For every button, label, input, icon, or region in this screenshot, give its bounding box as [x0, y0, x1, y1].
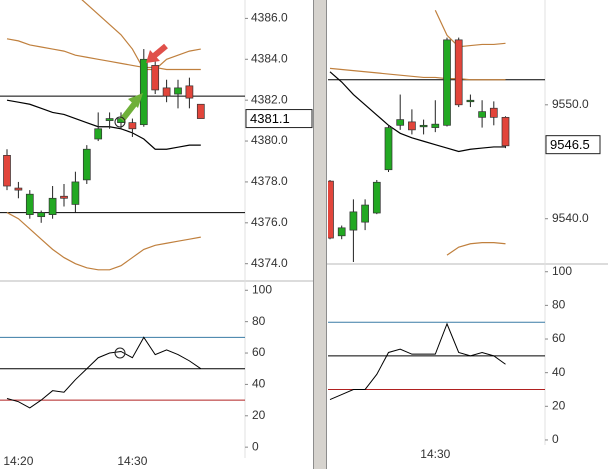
- candle-body: [466, 99, 475, 103]
- middle-band: [6, 99, 201, 150]
- candle-body: [139, 58, 148, 126]
- last-price-box: [245, 109, 313, 129]
- lower-band: [6, 212, 201, 271]
- candle-body: [384, 127, 393, 171]
- y-tick-label: 4382.0: [251, 92, 288, 106]
- y-tick-label: 4384.0: [251, 51, 288, 65]
- y-tick-label: 80: [252, 314, 266, 328]
- y-tick-label: 9550.0: [552, 97, 589, 111]
- candle-body: [82, 148, 91, 181]
- upper-band: [81, 0, 201, 71]
- y-tick-label: 20: [252, 408, 266, 422]
- last-price-box: [545, 135, 601, 155]
- y-tick-label: 60: [552, 331, 566, 345]
- y-tick-label: 4380.0: [251, 133, 288, 147]
- average-line: [6, 38, 201, 71]
- candle-body: [431, 123, 440, 128]
- y-tick-label: 80: [552, 298, 566, 312]
- candle-body: [478, 111, 486, 118]
- x-tick-label: 14:30: [117, 454, 147, 468]
- plot-area: [0, 336, 245, 409]
- candle-body: [25, 193, 34, 215]
- candle-body: [372, 181, 381, 214]
- candle-body: [396, 119, 405, 126]
- candle-body: [337, 227, 346, 237]
- candle-body: [128, 122, 137, 130]
- candle-body: [361, 204, 369, 223]
- upper-band: [434, 9, 506, 48]
- last-price-label: 4381.1: [250, 111, 290, 126]
- y-tick-label: 4386.0: [251, 11, 288, 25]
- plot-area: [328, 321, 545, 401]
- plot-area: [328, 9, 545, 262]
- average-line: [329, 67, 506, 81]
- signal-marker: [114, 347, 126, 359]
- oscillator-line: [329, 322, 506, 401]
- candle-body: [408, 121, 416, 131]
- y-tick-label: 4374.0: [251, 256, 288, 270]
- candle-body: [489, 107, 498, 118]
- candle-body: [174, 87, 182, 95]
- candle-body: [454, 39, 463, 106]
- y-tick-label: 4378.0: [251, 174, 288, 188]
- lower-band: [446, 242, 506, 256]
- y-tick-label: 40: [252, 377, 266, 391]
- candle-body: [94, 128, 103, 140]
- plot-area: [0, 0, 245, 271]
- y-tick-label: 0: [552, 432, 559, 446]
- candle-body: [71, 181, 80, 205]
- signal-marker: [114, 116, 126, 128]
- y-tick-label: 0: [252, 439, 259, 453]
- candle-body: [443, 39, 451, 126]
- candle-body: [419, 124, 428, 128]
- candle-body: [349, 211, 358, 231]
- y-tick-label: 100: [552, 264, 572, 278]
- y-tick-label: 100: [252, 282, 272, 296]
- candle-body: [3, 155, 11, 187]
- buy-arrow: [119, 93, 143, 122]
- candle-body: [185, 85, 194, 99]
- last-price-label: 9546.5: [550, 137, 590, 152]
- y-tick-label: 4376.0: [251, 215, 288, 229]
- candle-body: [48, 197, 57, 215]
- candle-body: [162, 87, 171, 97]
- candle-body: [151, 65, 160, 91]
- candle-body: [60, 195, 68, 199]
- y-tick-label: 60: [252, 345, 266, 359]
- y-tick-label: 40: [552, 365, 566, 379]
- candle-body: [196, 103, 205, 119]
- candle-body: [328, 180, 334, 239]
- x-tick-label: 14:20: [3, 454, 33, 468]
- candle-body: [14, 187, 23, 191]
- y-tick-label: 9540.0: [552, 211, 589, 225]
- sell-arrow: [146, 43, 168, 63]
- oscillator-line: [6, 336, 202, 409]
- candle-body: [501, 116, 510, 147]
- y-tick-label: 20: [552, 398, 566, 412]
- candle-body: [37, 212, 46, 218]
- x-tick-label: 14:30: [420, 447, 450, 461]
- middle-band: [329, 71, 506, 153]
- divider[interactable]: [313, 0, 327, 469]
- candle-body: [105, 118, 114, 121]
